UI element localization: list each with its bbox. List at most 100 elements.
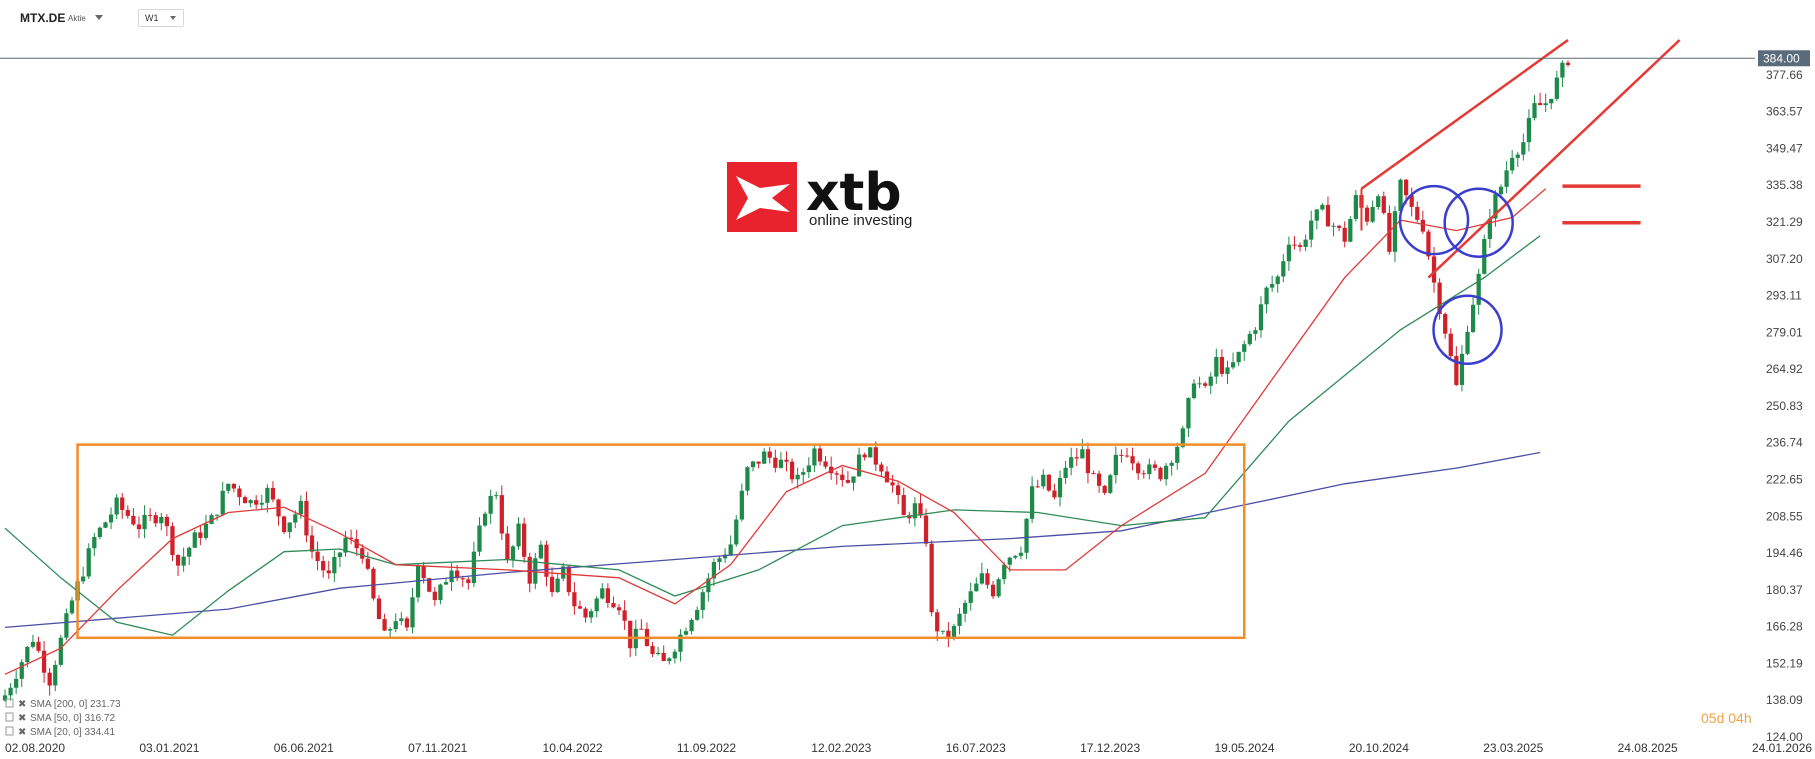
sma-line <box>4 188 1547 675</box>
chevron-down-icon <box>170 16 176 20</box>
candle-body <box>1063 467 1068 478</box>
symbol-dropdown-icon[interactable] <box>95 15 103 20</box>
annotations-layer <box>0 38 1755 640</box>
legend-close-icon[interactable]: ✖ <box>18 727 26 738</box>
candle-body <box>912 503 918 519</box>
candle-body <box>1415 206 1420 220</box>
candle-body <box>265 487 270 503</box>
candle-body <box>209 515 214 524</box>
candle-body <box>404 618 410 628</box>
candle-body <box>1191 383 1197 399</box>
candle-body <box>58 637 63 665</box>
candle-body <box>1297 245 1303 247</box>
candle-body <box>845 480 851 483</box>
candle-body <box>231 483 236 489</box>
candle-body <box>611 602 616 608</box>
highlight-circle <box>1398 184 1470 256</box>
candle-body <box>1230 362 1236 368</box>
consolidation-box <box>76 443 1246 640</box>
candle-body <box>348 537 354 540</box>
candle-body <box>259 502 264 505</box>
candle-body <box>856 454 862 477</box>
candle-body <box>332 557 337 574</box>
candle-body <box>1236 351 1241 363</box>
candle-body <box>97 527 103 537</box>
candle-body <box>784 459 789 462</box>
candle-body <box>360 548 365 559</box>
candle-body <box>226 483 231 491</box>
candle-body <box>1069 457 1074 468</box>
candle-body <box>1029 486 1035 519</box>
legend-settings-icon[interactable] <box>5 726 14 736</box>
candle-body <box>81 576 86 582</box>
candle-body <box>1392 211 1398 252</box>
candle-body <box>896 485 901 496</box>
y-tick-label: 264.92 <box>1766 362 1803 376</box>
trend-channel-line <box>1360 38 1569 190</box>
legend-settings-icon[interactable] <box>5 712 14 722</box>
candle-body <box>946 630 951 637</box>
candle-body <box>1526 118 1532 143</box>
candle-body <box>354 539 359 549</box>
candle-body <box>120 497 125 510</box>
candle-body <box>1532 103 1537 119</box>
candle-body <box>689 619 694 632</box>
candle-body <box>549 576 555 593</box>
chart-toolbar: MTX.DE Aktie W1 <box>0 0 1815 34</box>
legend-close-icon[interactable]: ✖ <box>18 699 26 710</box>
candle-body <box>1091 473 1096 475</box>
interval-select[interactable]: W1 <box>138 9 184 27</box>
candle-body <box>1141 473 1146 475</box>
xtb-brand-text: xtb <box>806 163 902 223</box>
candle-body <box>734 519 739 545</box>
candle-body <box>1348 219 1353 242</box>
candle-body <box>371 568 376 599</box>
candle-body <box>1493 194 1498 219</box>
candle-body <box>1219 356 1225 374</box>
candle-body <box>92 536 97 549</box>
candle-body <box>1046 474 1051 491</box>
candle-body <box>449 570 454 583</box>
y-tick-label: 279.01 <box>1766 325 1803 339</box>
candle-body <box>1504 170 1509 187</box>
candle-body <box>376 598 382 620</box>
symbol-label[interactable]: MTX.DE <box>20 11 66 25</box>
candle-body <box>650 646 655 655</box>
y-tick-label: 293.11 <box>1766 289 1802 303</box>
candle-body <box>86 548 91 577</box>
candle-body <box>739 490 744 520</box>
candle-body <box>1186 398 1191 429</box>
candle-body <box>170 526 175 556</box>
candle-body <box>616 607 622 611</box>
candle-body <box>622 610 627 621</box>
candle-body <box>700 592 705 610</box>
candle-body <box>1203 383 1208 386</box>
candle-body <box>868 447 873 458</box>
candle-body <box>455 570 460 579</box>
candle-body <box>600 588 605 599</box>
candle-body <box>717 558 722 563</box>
candle-body <box>1560 62 1565 78</box>
candle-body <box>801 472 806 475</box>
candle-body <box>1007 557 1012 565</box>
legend-settings-icon[interactable] <box>5 698 14 708</box>
candle-body <box>829 466 834 474</box>
sma-lines <box>4 188 1547 675</box>
candle-body <box>482 513 488 526</box>
candle-body <box>47 672 52 686</box>
candle-body <box>968 591 973 603</box>
candle-body <box>393 621 398 630</box>
y-tick-label: 349.47 <box>1766 141 1803 155</box>
candle-body <box>1370 206 1375 222</box>
candle-body <box>1320 204 1325 210</box>
xtb-logo: xtb online investing <box>727 162 912 232</box>
candle-body <box>1113 454 1118 476</box>
legend-close-icon[interactable]: ✖ <box>18 713 26 724</box>
candle-body <box>979 573 984 584</box>
y-tick-label: 377.66 <box>1766 68 1803 82</box>
candle-body <box>840 474 845 481</box>
candle-body <box>935 612 940 632</box>
candle-body <box>538 544 544 559</box>
x-tick-label: 20.10.2024 <box>1349 741 1409 755</box>
